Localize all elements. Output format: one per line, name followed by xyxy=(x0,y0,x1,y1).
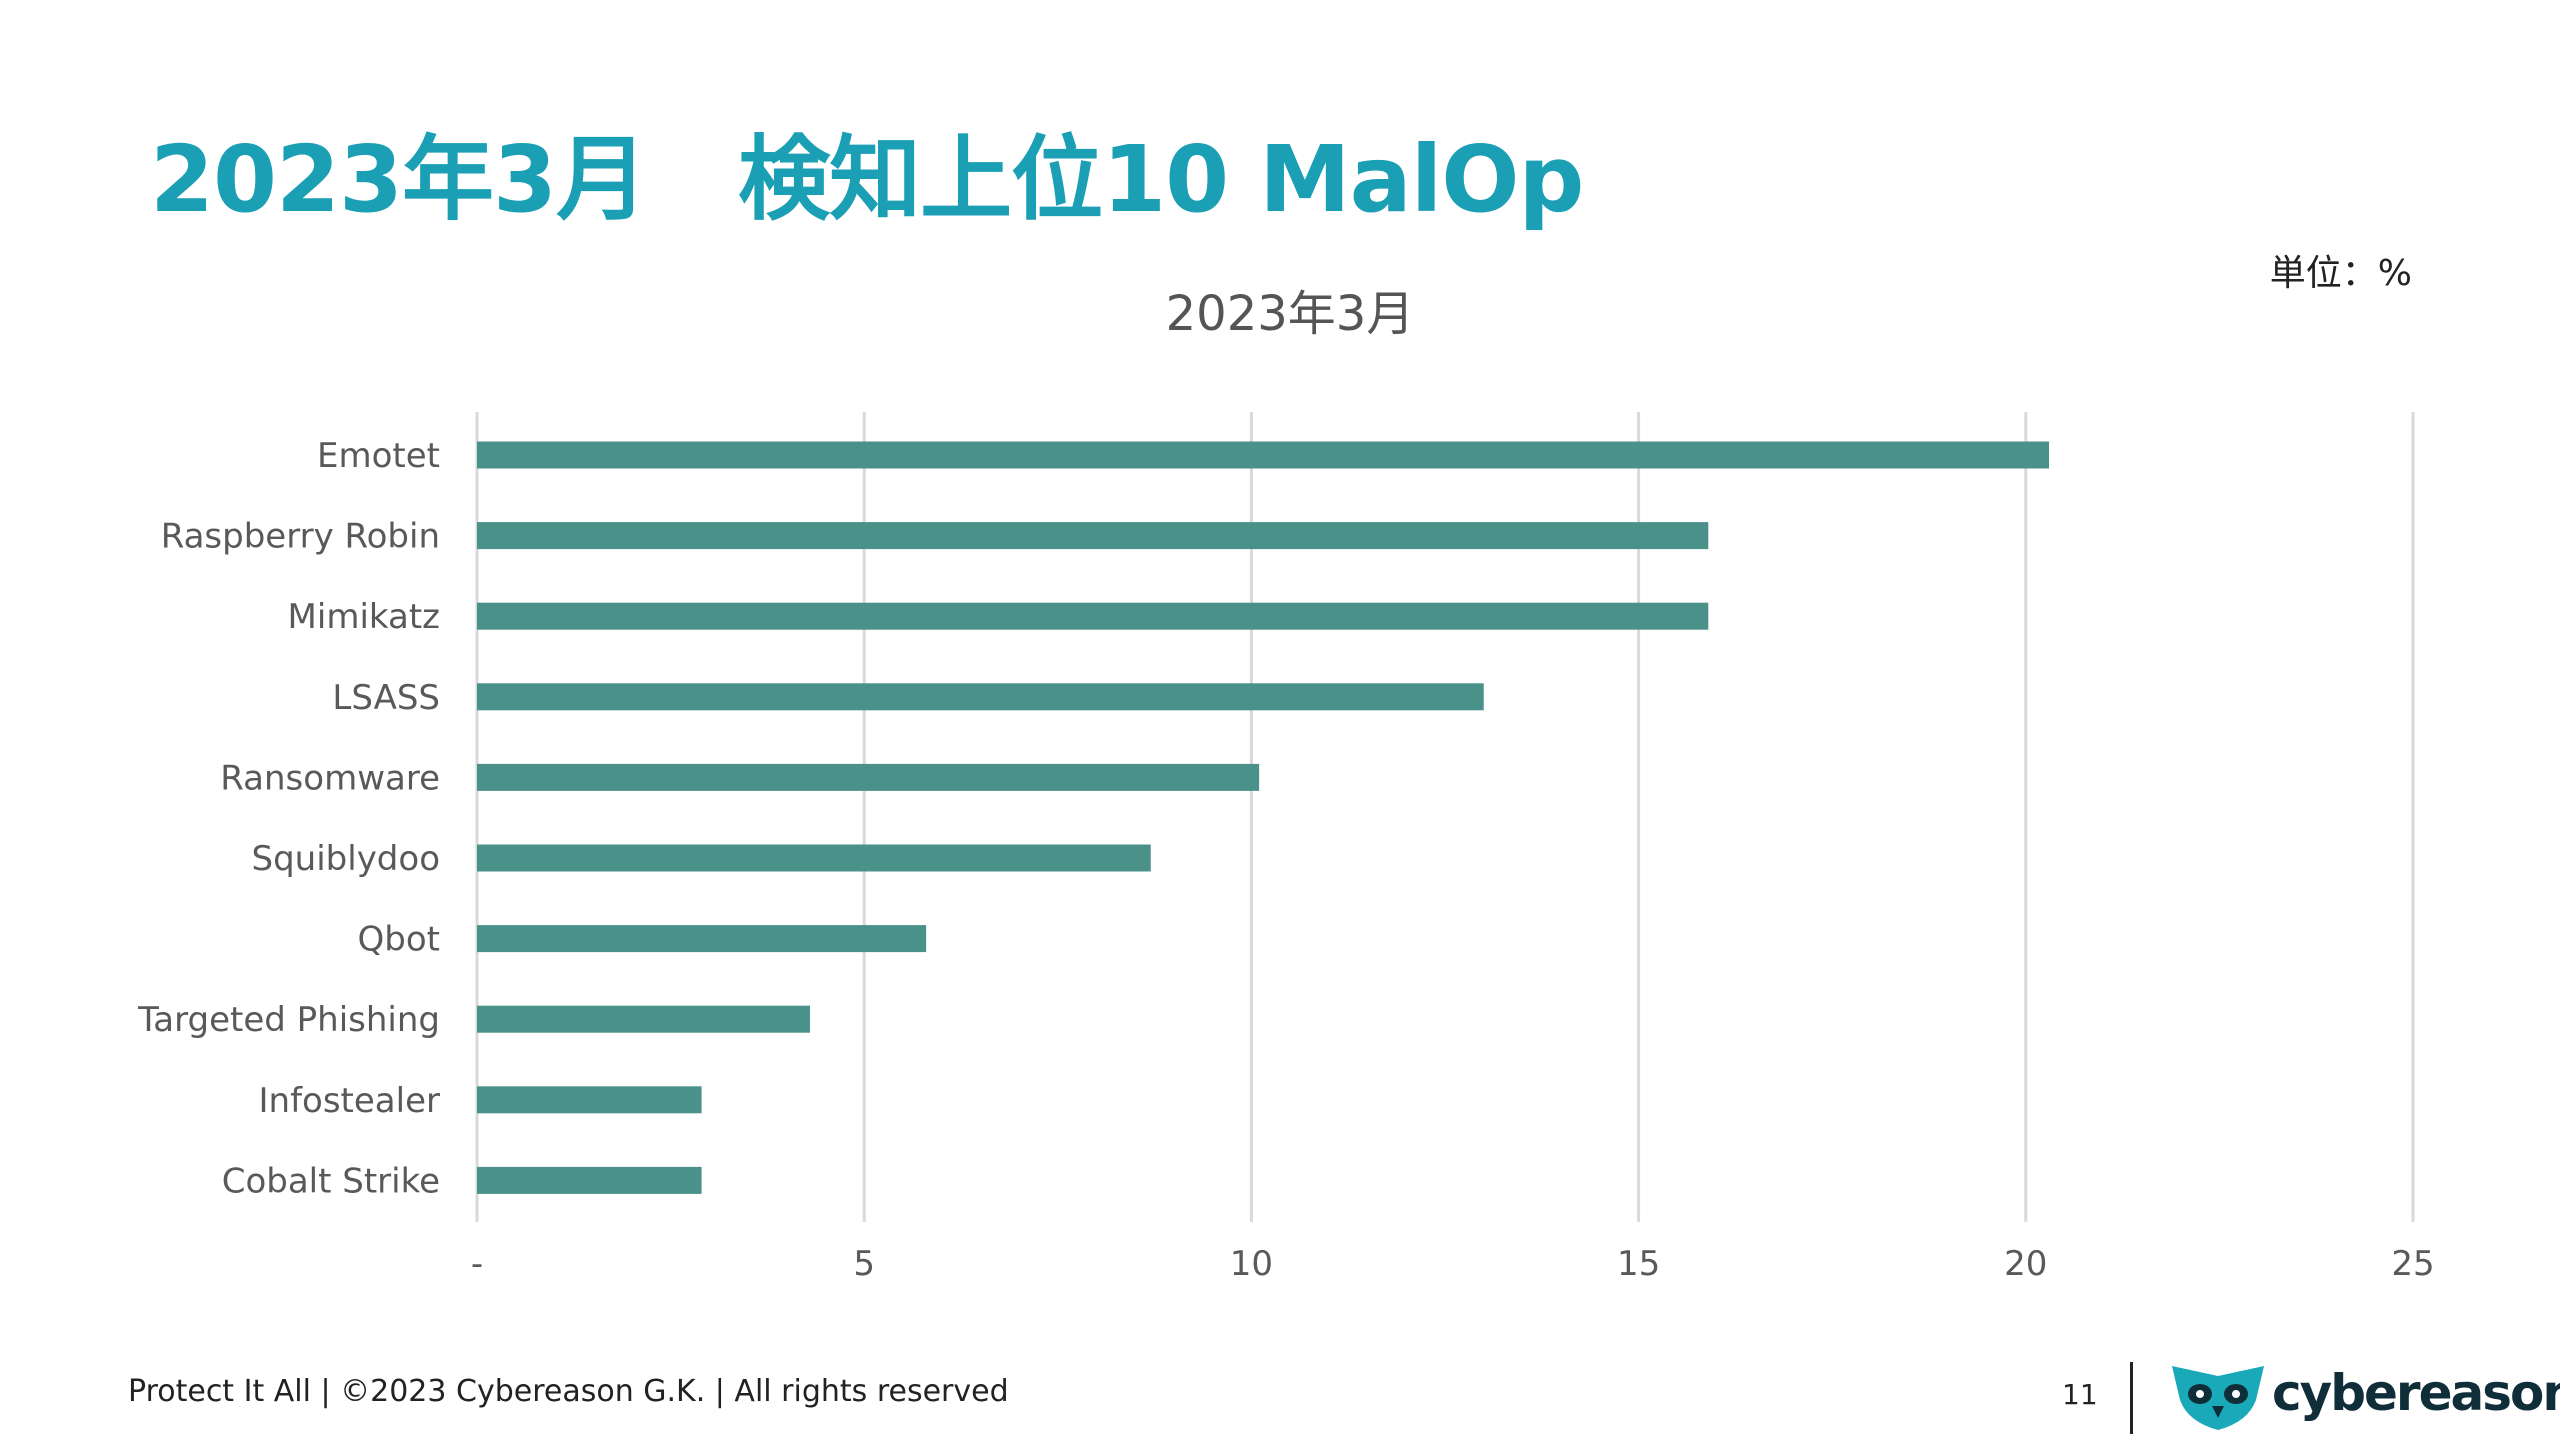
bar-chart: 2023年3月 Emotet Raspberry Robin Mimikatz LSA… xyxy=(137,286,2435,1284)
category-label: Squiblydoo xyxy=(252,839,441,879)
bar xyxy=(477,844,1151,872)
x-tick-label: 5 xyxy=(853,1244,875,1284)
chart-title: 2023年3月 xyxy=(1166,286,1415,342)
page-number: 11 xyxy=(2062,1378,2098,1411)
unit-label: 単位：% xyxy=(2269,253,2412,294)
category-label: Ransomware xyxy=(220,758,440,798)
footer-copyright: Protect It All | ©2023 Cybereason G.K. |… xyxy=(128,1374,1009,1409)
bar xyxy=(477,522,1709,550)
x-tick-label: 25 xyxy=(2391,1244,2434,1284)
bar xyxy=(477,925,927,953)
category-labels: Emotet Raspberry Robin Mimikatz LSASS Ransom… xyxy=(137,436,440,1201)
cybereason-owl-logo-icon xyxy=(2172,1366,2264,1430)
x-tick-label: 15 xyxy=(1617,1244,1660,1284)
category-label: Mimikatz xyxy=(288,597,440,637)
x-tick-label: 10 xyxy=(1230,1244,1273,1284)
category-label: Emotet xyxy=(317,436,440,476)
bar xyxy=(477,1166,702,1194)
x-tick-labels: - 5 10 15 20 25 xyxy=(471,1244,2435,1284)
bar xyxy=(477,1086,702,1114)
category-label: Qbot xyxy=(358,920,440,960)
category-label: Raspberry Robin xyxy=(161,517,440,557)
footer-divider xyxy=(2130,1362,2133,1434)
bars xyxy=(477,441,2050,1194)
category-label: LSASS xyxy=(332,678,440,718)
bar xyxy=(477,602,1709,630)
x-tick-label: 20 xyxy=(2004,1244,2047,1284)
category-label: Targeted Phishing xyxy=(137,1000,440,1040)
x-tick-label: - xyxy=(471,1244,483,1284)
slide-title: 2023年3月 検知上位10 MalOp xyxy=(150,126,1584,233)
category-label: Infostealer xyxy=(259,1081,441,1121)
bar xyxy=(477,683,1484,711)
brand-name: cybereason xyxy=(2272,1364,2560,1422)
category-label: Cobalt Strike xyxy=(222,1161,440,1201)
bar xyxy=(477,763,1260,791)
bar xyxy=(477,1005,810,1033)
bar xyxy=(477,441,2050,469)
